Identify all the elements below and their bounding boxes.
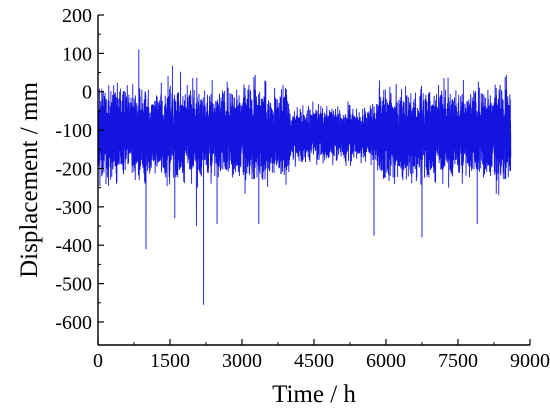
x-tick-label: 0 (93, 350, 103, 372)
y-tick-label: -100 (55, 120, 92, 142)
axes-layer (97, 15, 530, 346)
y-tick-label: -500 (55, 274, 92, 296)
y-tick-label: 0 (82, 82, 92, 104)
x-tick-label: 9000 (510, 350, 550, 372)
x-tick-label: 6000 (366, 350, 406, 372)
y-tick-label: -300 (55, 197, 92, 219)
y-tick-label: -200 (55, 158, 92, 180)
x-tick-label: 4500 (294, 350, 334, 372)
y-tick-label: 200 (62, 5, 92, 27)
x-tick-label: 3000 (222, 350, 262, 372)
y-tick-label: -400 (55, 235, 92, 257)
series-layer (97, 49, 512, 305)
x-tick-label: 7500 (438, 350, 478, 372)
ticks-layer: 0 1500 3000 4500 6000 7500 9000 200 100 0 -100 -200… (55, 5, 550, 372)
y-tick-label: -600 (55, 312, 92, 334)
y-axis-title: Displacement / mm (16, 82, 43, 278)
series-line (97, 49, 512, 305)
x-axis-title: Time / h (272, 381, 356, 408)
x-tick-label: 1500 (150, 350, 190, 372)
y-tick-label: 100 (62, 43, 92, 65)
